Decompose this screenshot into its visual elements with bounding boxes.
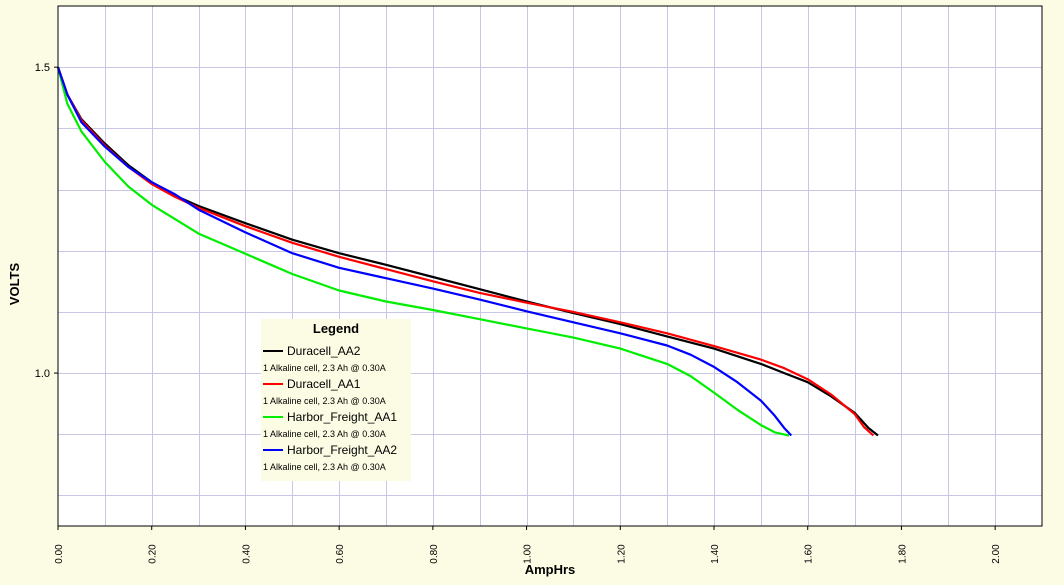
legend-entry-name: Harbor_Freight_AA2 [287,443,397,457]
legend-entry-name: Harbor_Freight_AA1 [287,410,397,424]
x-axis-label: AmpHrs [525,562,576,577]
legend-entry-description: 1 Alkaline cell, 2.3 Ah @ 0.30A [263,462,386,472]
x-tick-label: 0.60 [335,544,346,564]
legend-entry-description: 1 Alkaline cell, 2.3 Ah @ 0.30A [263,363,386,373]
x-tick-label: 0.00 [54,544,65,564]
legend-entry-description: 1 Alkaline cell, 2.3 Ah @ 0.30A [263,429,386,439]
y-axis-ticks: 1.5 1.0 [35,62,58,380]
series-line-harbor-freight-aa1 [56,66,790,437]
x-tick-label: 1.40 [710,544,721,564]
x-tick-label: 1.80 [897,544,908,564]
x-tick-label: 2.00 [991,544,1002,564]
plot-area [58,6,1042,526]
plot-frame [57,5,1043,527]
x-tick-label: 0.40 [241,544,252,564]
x-tick-label: 0.20 [148,544,159,564]
x-tick-label: 1.60 [804,544,815,564]
series-line-duracell-aa2 [56,66,879,437]
y-tick-label: 1.5 [35,62,50,74]
series-lines [56,66,879,437]
legend-entry-name: Duracell_AA1 [287,377,361,391]
x-axis-ticks: 0.00 0.20 0.40 0.60 0.80 1.00 1.20 1.40 1.60 1.80… [54,526,1002,564]
legend-box [261,319,411,481]
y-axis-label: VOLTS [7,262,22,305]
x-tick-label: 1.20 [616,544,627,564]
x-tick-label: 1.00 [523,544,534,564]
legend-title: Legend [313,321,359,336]
legend: Legend Duracell_AA2 1 Alkaline cell, 2.3 A… [261,319,411,481]
legend-entry-description: 1 Alkaline cell, 2.3 Ah @ 0.30A [263,396,386,406]
series-line-harbor-freight-aa2 [56,66,793,437]
x-tick-label: 0.80 [429,544,440,564]
legend-entry-name: Duracell_AA2 [287,344,361,358]
y-tick-label: 1.0 [35,368,50,380]
